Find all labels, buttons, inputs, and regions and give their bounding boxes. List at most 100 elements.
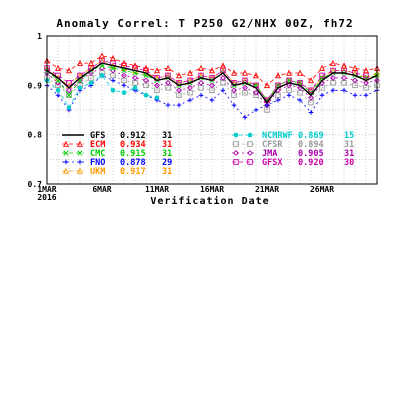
legend-count: 31	[344, 140, 354, 150]
legend-marker	[76, 167, 84, 174]
data-point-fno	[110, 78, 116, 83]
data-point-fno	[176, 102, 182, 108]
legend-mean: 0.917	[120, 167, 146, 177]
legend-marker	[247, 132, 253, 138]
legend-entry-cmc: CMC 0.915 31	[62, 149, 172, 159]
x-tick-label: 21MAR	[255, 185, 279, 194]
data-point-fno	[231, 102, 237, 108]
data-point-jma	[121, 72, 127, 79]
data-point-fno	[275, 97, 281, 103]
data-point-fno	[55, 92, 61, 98]
data-point-fno	[352, 92, 358, 98]
data-point-ecm	[296, 69, 304, 76]
legend-marker	[77, 159, 83, 165]
legend-marker	[247, 141, 253, 147]
data-point-fno	[242, 115, 248, 120]
y-tick-labels: 0.7 0.8 0.9 1	[28, 32, 43, 189]
data-point-fno	[121, 83, 127, 88]
data-point-ncmrwf	[143, 92, 149, 98]
data-point-ecm	[65, 67, 73, 74]
data-point-fno	[220, 87, 226, 93]
series-line-ncmrwf	[46, 74, 158, 109]
series-ncmrwf	[44, 73, 160, 110]
data-point-ncmrwf	[132, 85, 138, 91]
data-point-gfsx	[66, 80, 72, 86]
legend-mean: 0.934	[120, 140, 146, 150]
legend-marker	[233, 132, 239, 138]
legend-mean: 0.915	[120, 149, 146, 159]
data-point-ecm	[109, 54, 117, 61]
legend-count: 31	[162, 149, 172, 159]
data-point-ncmrwf	[154, 95, 160, 100]
data-point-jma	[330, 74, 336, 81]
legend-name: FNO	[90, 158, 105, 168]
series-line-jma	[46, 67, 378, 106]
data-point-ecm	[142, 64, 150, 71]
data-point-ecm	[219, 62, 227, 69]
series-line-gfs	[46, 62, 378, 104]
data-point-ncmrwf	[88, 80, 94, 86]
data-point-ecm	[263, 82, 271, 89]
legend-entry-cfsr: CFSR 0.894 31	[232, 140, 354, 150]
y-tick-label: 0.8	[28, 131, 43, 140]
legend: GFS 0.912 31 ECM 0.934 31 CMC 0.915 31 FNO 0.878 29…	[62, 131, 354, 177]
legend-marker	[233, 141, 239, 147]
legend-entry-ncmrwf: NCMRWF 0.869 15	[232, 131, 354, 141]
data-point-ecm	[241, 69, 249, 76]
legend-name: ECM	[90, 140, 105, 150]
data-point-ecm	[175, 72, 183, 79]
legend-name: GFS	[90, 131, 105, 141]
legend-marker	[233, 159, 239, 165]
data-point-fno	[341, 87, 347, 93]
data-point-jma	[341, 74, 347, 81]
data-point-ecm	[208, 67, 216, 74]
data-point-ecm	[318, 64, 326, 71]
legend-name: CMC	[90, 149, 105, 159]
data-point-ecm	[329, 59, 337, 66]
legend-count: 31	[162, 131, 172, 141]
data-point-jma	[66, 87, 72, 94]
legend-mean: 0.869	[298, 131, 324, 141]
data-point-ecm	[164, 64, 172, 71]
y-tick-label: 0.9	[28, 81, 43, 90]
legend-entry-ukm: UKM 0.917 31	[62, 167, 172, 177]
data-point-fno	[198, 92, 204, 98]
data-point-cfsr	[55, 82, 61, 89]
plot-frame	[46, 35, 378, 185]
legend-entry-gfsx: GFSX 0.920 30	[232, 158, 354, 168]
legend-mean: 0.878	[120, 158, 146, 168]
data-point-fno	[286, 92, 292, 98]
data-point-ecm	[252, 72, 260, 79]
data-point-ecm	[120, 59, 128, 66]
legend-count: 29	[162, 158, 172, 168]
legend-mean: 0.905	[298, 149, 324, 159]
data-point-jma	[308, 94, 314, 101]
legend-count: 15	[344, 131, 354, 141]
data-point-jma	[363, 79, 369, 86]
legend-count: 31	[162, 140, 172, 150]
legend-marker	[233, 150, 239, 156]
data-point-fno	[330, 87, 336, 93]
legend-count: 30	[344, 158, 354, 168]
data-point-ecm	[362, 67, 370, 74]
data-point-jma	[187, 84, 193, 91]
legend-entry-jma: JMA 0.905 31	[232, 149, 354, 159]
data-point-fno	[297, 97, 303, 103]
data-point-jma	[154, 82, 160, 89]
data-point-ecm	[98, 52, 106, 59]
x-tick-sublabel: 2016	[37, 193, 56, 202]
legend-name: UKM	[90, 167, 105, 177]
legend-name: GFSX	[262, 158, 282, 168]
series-lines	[43, 52, 381, 120]
data-point-jma	[209, 82, 215, 89]
data-point-fno	[253, 107, 259, 113]
series-line-gfsx	[46, 60, 367, 101]
data-point-ecm	[285, 69, 293, 76]
data-point-jma	[198, 79, 204, 86]
data-point-ecm	[76, 59, 84, 66]
data-point-fno	[209, 97, 215, 103]
legend-mean: 0.912	[120, 131, 146, 141]
